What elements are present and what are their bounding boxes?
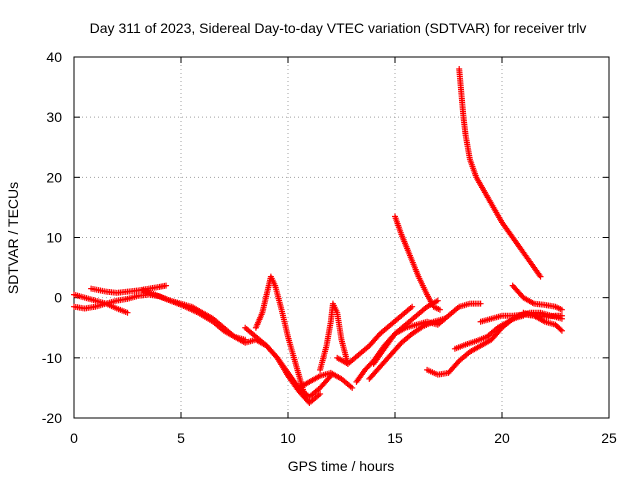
series-arc-14	[424, 312, 527, 378]
series-arc-2	[71, 291, 131, 316]
series-arc-7	[295, 369, 356, 391]
data-point	[375, 332, 382, 339]
x-tick-label: 0	[70, 430, 78, 446]
data-point	[558, 306, 565, 313]
data-markers	[71, 66, 565, 406]
series-arc-4	[139, 287, 249, 343]
data-point	[558, 327, 565, 334]
x-tick-label: 5	[177, 430, 185, 446]
series-arc-13	[392, 213, 443, 313]
y-tick-label: 0	[54, 290, 62, 306]
data-point	[557, 326, 564, 333]
data-point	[124, 309, 131, 316]
y-tick-label: -10	[42, 350, 62, 366]
data-point	[317, 390, 324, 397]
data-point	[397, 341, 404, 348]
y-tick-label: 20	[46, 169, 62, 185]
x-axis-title: GPS time / hours	[288, 458, 395, 474]
y-tick-label: -20	[42, 410, 62, 426]
y-tick-label: 10	[46, 230, 62, 246]
data-point	[477, 300, 484, 307]
chart-title: Day 311 of 2023, Sidereal Day-to-day VTE…	[90, 20, 587, 36]
series-arc-18	[509, 282, 565, 313]
data-point	[537, 273, 544, 280]
data-point	[455, 359, 462, 366]
series-arc-3	[88, 282, 170, 296]
y-tick-label: 40	[46, 49, 62, 65]
data-point	[434, 297, 441, 304]
series-arc-19	[520, 309, 565, 320]
data-point	[558, 312, 565, 319]
grid	[74, 57, 609, 418]
tick-labels: 0 5 10 15 20 25 -20 -10 0 10 20 30 40	[42, 49, 617, 446]
data-point	[242, 336, 249, 343]
x-tick-label: 15	[387, 430, 403, 446]
series-arc-12	[370, 300, 484, 367]
data-point	[163, 282, 170, 289]
data-point	[409, 303, 416, 310]
data-point	[349, 384, 356, 391]
axis-ticks	[73, 56, 610, 419]
series-arc-6	[242, 324, 334, 400]
x-tick-label: 10	[280, 430, 296, 446]
series-arc-5	[252, 273, 309, 400]
y-axis-title: SDTVAR / TECUs	[5, 182, 21, 294]
x-tick-label: 25	[601, 430, 617, 446]
data-point	[436, 306, 443, 313]
y-tick-label: 30	[46, 109, 62, 125]
series-arc-9	[334, 303, 416, 367]
series-arc-15	[456, 66, 544, 280]
x-tick-label: 20	[494, 430, 510, 446]
